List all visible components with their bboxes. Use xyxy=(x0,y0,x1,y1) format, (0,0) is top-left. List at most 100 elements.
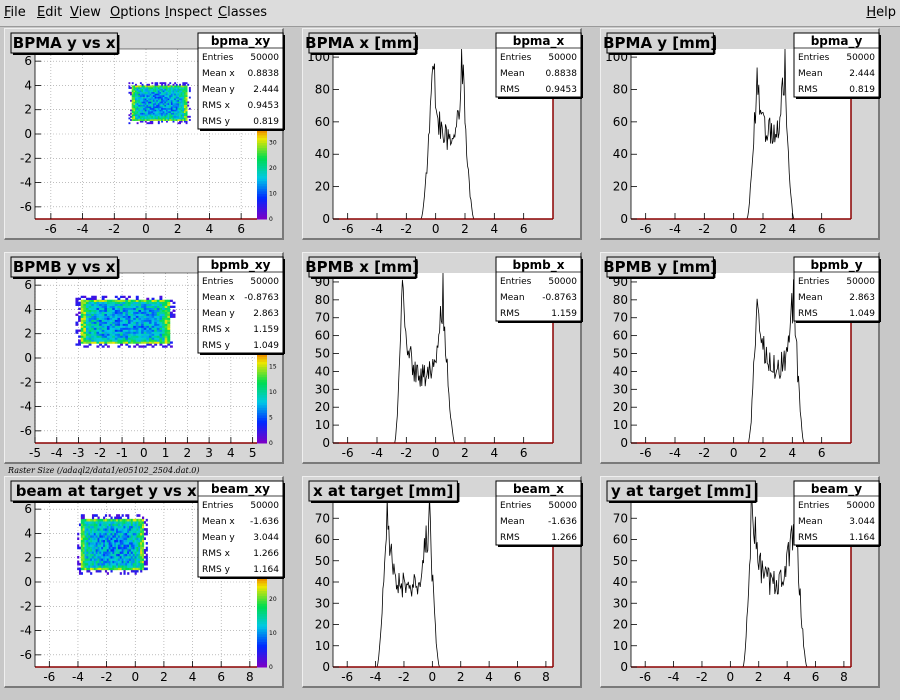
heatmap-cell xyxy=(101,558,104,561)
heatmap-cell xyxy=(131,117,134,120)
heatmap-cell xyxy=(174,107,177,110)
y-tick-label: 20 xyxy=(315,400,330,414)
heatmap-cell xyxy=(131,96,134,99)
palette-segment xyxy=(257,435,267,439)
menu-edit[interactable]: Edit xyxy=(37,5,63,20)
palette-segment xyxy=(257,422,267,426)
heatmap-cell xyxy=(179,122,181,125)
heatmap-cell xyxy=(80,537,83,541)
heatmap-cell xyxy=(140,535,143,538)
heatmap-cell xyxy=(148,117,150,120)
heatmap-cell xyxy=(151,335,155,338)
x-tick-label: -4 xyxy=(370,670,382,684)
heatmap-cell xyxy=(151,106,154,109)
heatmap-cell xyxy=(101,565,104,568)
pad-bpmb_xy[interactable]: 0 5 10 15 -5 -4 -3 -2 -1 0 1 2 3 4 5 -6 -4 -2 0 2 4 6 BPMB y v… xyxy=(4,252,285,464)
pad-beam_xy[interactable]: 0 10 20 -6 -4 -2 0 2 4 6 8 -6 -4 -2 0 2 4 6 beam at target… xyxy=(4,476,285,688)
heatmap-cell xyxy=(143,90,146,93)
heatmap-cell xyxy=(183,115,186,118)
menu-view[interactable]: View xyxy=(70,5,101,20)
heatmap-cell xyxy=(136,99,139,102)
heatmap-cell xyxy=(156,303,160,306)
heatmap-cell xyxy=(146,339,150,342)
heatmap-cell xyxy=(162,117,165,120)
pad-beam_y[interactable]: -6-4-20246801020304050607080y at target … xyxy=(600,476,881,688)
heatmap-cell xyxy=(154,299,158,303)
heatmap-cell xyxy=(117,321,121,324)
pad-bpma_xy[interactable]: 0 10 20 30 -6 -4 -2 0 2 4 6 -6 -4 -2 0 2 4 6 BPMA y vs x bp… xyxy=(4,28,285,240)
heatmap-cell xyxy=(138,327,142,330)
heatmap-cell xyxy=(106,331,110,334)
menu-options[interactable]: Options xyxy=(110,5,161,20)
heatmap-cell xyxy=(112,331,116,334)
heatmap-cell xyxy=(138,317,142,320)
heatmap-cell xyxy=(183,112,186,115)
pad-bpmb_x[interactable]: -6 -4 -2 0 2 4 6 0 10 20 30 40 50 60 70 80 90 BPMB x [mm]… xyxy=(302,252,583,464)
heatmap-cell xyxy=(116,542,119,545)
heatmap-cell xyxy=(88,523,91,527)
heatmap-cell xyxy=(159,305,163,308)
heatmap-cell xyxy=(185,109,188,112)
palette-segment xyxy=(257,142,267,146)
heatmap-cell xyxy=(167,301,171,304)
heatmap-cell xyxy=(125,339,129,342)
plot-title: BPMB x [mm] xyxy=(305,258,419,276)
heatmap-cell xyxy=(138,562,141,566)
heatmap-cell xyxy=(148,299,152,303)
heatmap-cell xyxy=(166,99,168,102)
canvas[interactable]: 0 10 20 30 -6 -4 -2 0 2 4 6 -6 -4 -2 0 2 4 6 BPMA y vs x bp… xyxy=(4,28,896,696)
heatmap-cell xyxy=(141,91,144,94)
pad-bpmb_y[interactable]: -6 -4 -2 0 2 4 6 0 10 20 30 40 50 60 70 80 90 BPMB y [mm]… xyxy=(600,252,881,464)
heatmap-cell xyxy=(185,120,188,123)
heatmap-cell xyxy=(93,521,96,524)
heatmap-cell xyxy=(134,85,137,88)
menu-file[interactable]: File xyxy=(4,5,26,20)
heatmap-cell xyxy=(151,315,155,318)
heatmap-cell xyxy=(117,518,121,522)
stats-value: -1.636 xyxy=(250,517,279,527)
heatmap-cell xyxy=(117,562,121,566)
heatmap-cell xyxy=(130,537,134,541)
heatmap-cell xyxy=(141,558,145,561)
heatmap-cell xyxy=(110,569,113,573)
heatmap-cell xyxy=(109,313,113,316)
pad-bpma_x[interactable]: -6 -4 -2 0 2 4 6 0 20 40 60 80 100 BPMA x [mm] bpma_x E… xyxy=(302,28,583,240)
heatmap-cell xyxy=(129,548,132,552)
heatmap-cell xyxy=(85,297,89,301)
heatmap-cell xyxy=(93,551,96,554)
menu-help[interactable]: Help xyxy=(866,5,896,20)
heatmap-cell xyxy=(91,546,95,550)
heatmap-cell xyxy=(120,315,123,318)
heatmap-cell xyxy=(96,301,100,304)
menu-classes[interactable]: Classes xyxy=(218,5,267,20)
heatmap-cell xyxy=(141,321,144,324)
heatmap-cell xyxy=(145,546,148,550)
pad-beam_x[interactable]: -6-4-20246801020304050607080x at target … xyxy=(302,476,583,688)
pad-bpma_y[interactable]: -6 -4 -2 0 2 4 6 0 20 40 60 80 100 BPMA y [mm] bpma_y E… xyxy=(600,28,881,240)
heatmap-cell xyxy=(104,321,108,324)
palette-segment xyxy=(257,661,267,665)
heatmap-cell xyxy=(101,544,104,547)
heatmap-cell xyxy=(146,343,150,346)
heatmap-cell xyxy=(84,544,87,547)
heatmap-cell xyxy=(82,516,85,520)
heatmap-cell xyxy=(112,333,116,336)
heatmap-cell xyxy=(123,555,126,559)
heatmap-cell xyxy=(131,90,134,93)
heatmap-cell xyxy=(120,305,123,308)
heatmap-cell xyxy=(156,335,160,338)
heatmap-cell xyxy=(141,120,144,123)
heatmap-cell xyxy=(93,327,97,330)
heatmap-cell xyxy=(179,111,181,113)
heatmap-cell xyxy=(132,542,135,545)
heatmap-cell xyxy=(99,313,103,316)
heatmap-cell xyxy=(138,107,141,110)
heatmap-cell xyxy=(123,518,126,522)
heatmap-cell xyxy=(110,565,113,568)
heatmap-cell xyxy=(123,548,126,552)
heatmap-cell xyxy=(174,82,177,85)
palette-segment xyxy=(257,636,267,640)
plot-title: BPMA y [mm] xyxy=(603,34,717,52)
menu-inspect[interactable]: Inspect xyxy=(165,5,213,20)
heatmap-cell xyxy=(103,535,106,538)
